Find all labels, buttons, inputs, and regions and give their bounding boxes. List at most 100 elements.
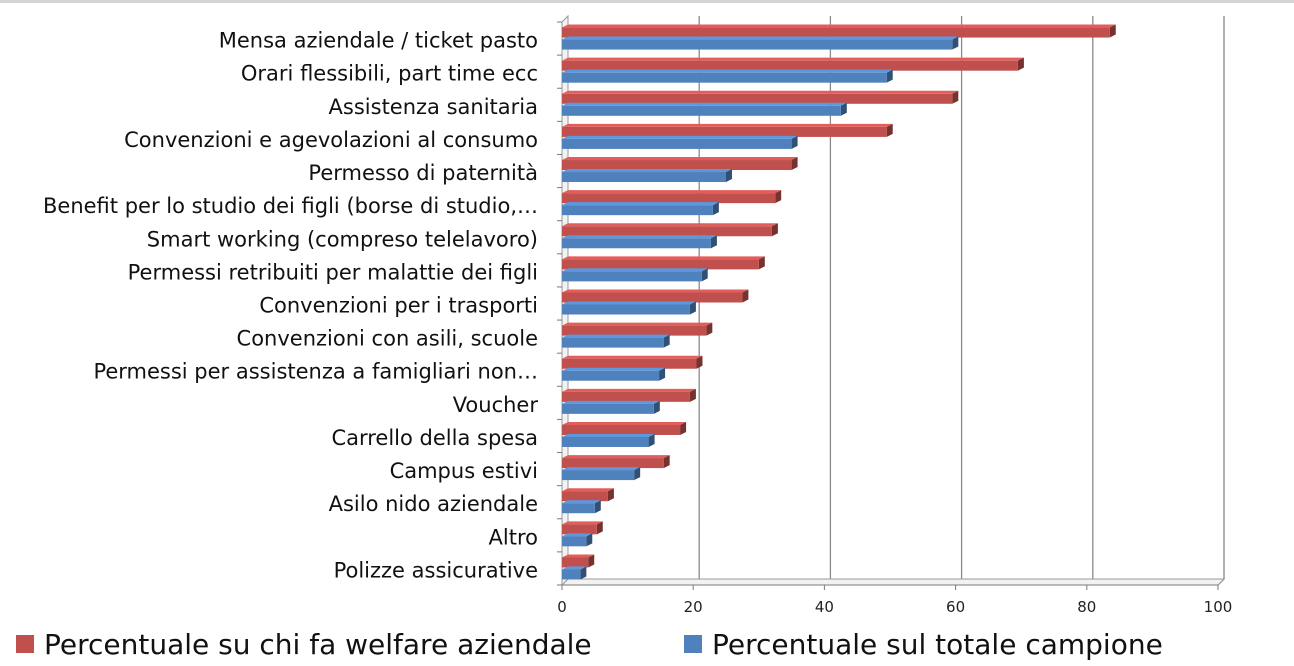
bar-end-face [710,235,717,249]
category-label: Permessi retribuiti per malattie dei fig… [128,260,538,284]
bar-totale [562,169,732,183]
bar-end-face [580,566,587,580]
bar-welfare [562,554,595,568]
bar-welfare [562,488,614,502]
category-labels: Mensa aziendale / ticket pasto Orari fles… [43,29,538,583]
bar-totale [562,301,696,315]
bar-top-face [562,533,593,537]
bar-top-face [562,355,703,359]
bar-end-face [1109,24,1116,38]
bar-end-face [680,421,687,435]
bar-welfare [562,190,782,204]
bar-welfare [562,24,1116,38]
bar-end-face [588,554,595,568]
bar-front-face [562,160,792,171]
bar-top-face [562,268,708,272]
category-label: Convenzioni e agevolazioni al consumo [124,128,538,152]
x-tick-label: 100 [1204,598,1233,616]
bar-top-face [562,202,719,206]
bar-end-face [886,123,893,137]
bar-end-face [659,367,666,381]
bar-end-face [634,467,641,481]
bar-welfare [562,157,798,171]
bar-end-face [840,102,847,116]
category-label: Polizze assicurative [334,558,538,582]
bar-front-face [562,569,581,580]
bar-top-face [562,388,696,392]
bar-front-face [562,205,713,216]
bar-front-face [562,557,589,568]
bar-top-face [562,334,670,338]
bar-end-face [726,169,732,183]
bar-welfare [562,57,1024,71]
bar-end-face [663,334,670,348]
bar-welfare [562,521,603,535]
bar-top-face [562,322,713,326]
legend: Percentuale su chi fa welfare aziendale … [0,622,1294,666]
bar-top-face [562,235,717,239]
bar-top-face [562,433,655,437]
bar-end-face [586,533,593,547]
bar-totale [562,235,717,249]
bar-top-face [562,123,893,127]
bar-totale [562,367,666,381]
bar-end-face [712,202,719,216]
category-label: Carrello della spesa [331,426,538,450]
bar-end-face [607,488,614,502]
bar-top-face [562,400,660,404]
bar-top-face [562,554,595,558]
bar-welfare [562,90,959,104]
bar-totale [562,334,670,348]
legend-item-series-1: Percentuale su chi fa welfare aziendale [16,622,592,666]
bar-top-face [562,135,798,139]
category-label: Convenzioni per i trasporti [259,294,538,318]
bar-front-face [562,126,887,137]
bar-front-face [562,403,654,414]
bar-welfare [562,455,670,469]
bar-front-face [562,27,1110,38]
bar-front-face [562,259,759,270]
bar-front-face [562,337,664,348]
bar-front-face [562,105,841,116]
x-tick-label: 80 [1077,598,1096,616]
bar-end-face [758,256,765,270]
bar-end-face [771,223,778,237]
bar-end-face [886,69,893,83]
legend-swatch-series-2 [684,635,702,653]
bar-totale [562,400,660,414]
bar-end-face [1017,57,1024,71]
bar-welfare [562,123,893,137]
bar-front-face [562,172,726,183]
bar-front-face [562,271,702,282]
top-border [0,0,1294,3]
bar-end-face [791,135,798,149]
bar-front-face [562,325,707,336]
bar-front-face [562,470,635,481]
bar-welfare [562,256,765,270]
category-label: Orari flessibili, part time ecc [241,62,538,86]
bar-front-face [562,292,743,303]
category-label: Asilo nido aziendale [329,492,538,516]
bar-top-face [562,223,778,227]
bar-totale [562,268,708,282]
bar-front-face [562,458,664,469]
bar-welfare [562,355,703,369]
bar-front-face [562,358,697,369]
bar-end-face [791,157,798,171]
legend-label-series-2: Percentuale sul totale campione [712,627,1163,661]
bar-top-face [562,90,959,94]
bar-totale [562,533,593,547]
bar-totale [562,566,587,580]
bar-front-face [562,304,690,315]
legend-item-series-2: Percentuale sul totale campione [684,622,1163,666]
bar-welfare [562,388,696,402]
bar-top-face [562,69,893,73]
bar-top-face [562,367,666,371]
category-label: Permessi per assistenza a famigliari non… [93,360,538,384]
category-label: Altro [489,525,538,549]
bar-front-face [562,370,660,381]
bar-top-face [562,24,1116,28]
chart-floor [560,578,1226,586]
bar-top-face [562,301,696,305]
legend-label-series-1: Percentuale su chi fa welfare aziendale [44,627,592,661]
